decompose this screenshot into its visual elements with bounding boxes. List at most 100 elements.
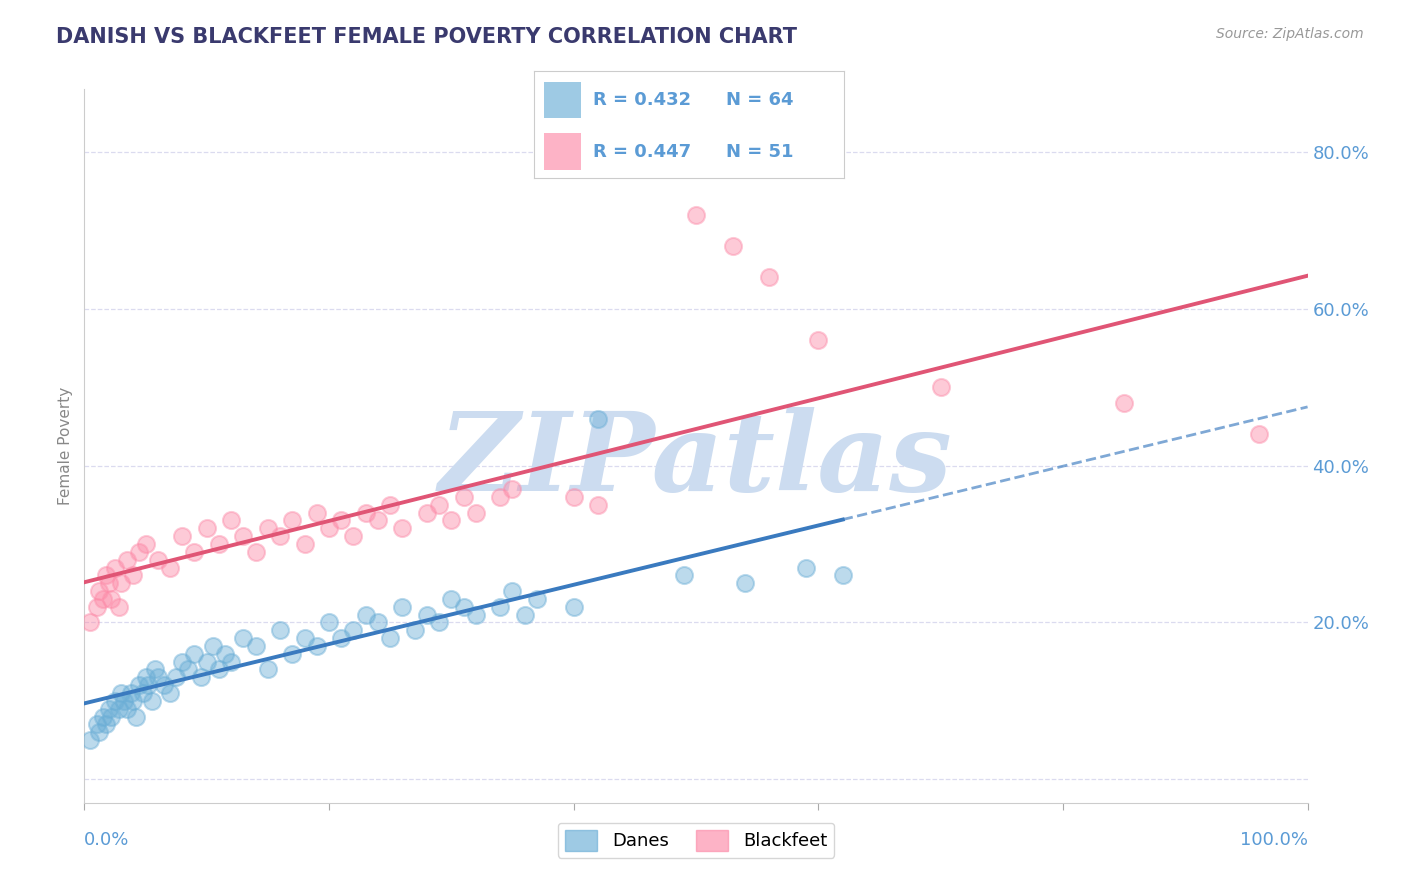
- Point: [100, 591, 122, 606]
- Point: [453, 599, 475, 614]
- Point: [502, 584, 524, 599]
- Point: [96, 717, 118, 731]
- Y-axis label: Female Poverty: Female Poverty: [58, 387, 73, 505]
- Point: [367, 514, 389, 528]
- Point: [758, 270, 780, 285]
- Text: DANISH VS BLACKFEET FEMALE POVERTY CORRELATION CHART: DANISH VS BLACKFEET FEMALE POVERTY CORRE…: [56, 27, 797, 46]
- Point: [107, 599, 129, 614]
- Point: [97, 702, 120, 716]
- Point: [177, 663, 200, 677]
- Point: [281, 647, 304, 661]
- Point: [100, 709, 122, 723]
- Point: [391, 599, 413, 614]
- Point: [330, 631, 353, 645]
- Point: [165, 670, 187, 684]
- Point: [183, 647, 205, 661]
- Point: [586, 411, 609, 425]
- Point: [122, 694, 145, 708]
- Point: [380, 498, 402, 512]
- Point: [91, 709, 114, 723]
- Point: [330, 514, 353, 528]
- Point: [734, 576, 756, 591]
- Point: [794, 560, 817, 574]
- Point: [562, 599, 585, 614]
- Point: [427, 615, 450, 630]
- Point: [79, 733, 101, 747]
- Point: [502, 482, 524, 496]
- Text: N = 64: N = 64: [725, 91, 793, 109]
- Point: [1114, 396, 1136, 410]
- Legend: Danes, Blackfeet: Danes, Blackfeet: [558, 822, 834, 858]
- Point: [112, 694, 135, 708]
- Point: [87, 725, 110, 739]
- Point: [464, 506, 486, 520]
- Point: [104, 560, 127, 574]
- Point: [269, 529, 291, 543]
- Point: [526, 591, 548, 606]
- Point: [1247, 427, 1270, 442]
- Point: [146, 670, 169, 684]
- Text: N = 51: N = 51: [725, 143, 793, 161]
- Point: [281, 514, 304, 528]
- Point: [208, 663, 231, 677]
- Point: [96, 568, 118, 582]
- Point: [513, 607, 536, 622]
- Point: [141, 694, 163, 708]
- Point: [232, 529, 254, 543]
- Point: [110, 686, 132, 700]
- Point: [201, 639, 224, 653]
- Point: [342, 529, 364, 543]
- Point: [245, 639, 267, 653]
- Point: [342, 624, 364, 638]
- Point: [97, 576, 120, 591]
- Point: [122, 568, 145, 582]
- Point: [115, 702, 138, 716]
- Text: 0.0%: 0.0%: [84, 831, 129, 849]
- Point: [135, 537, 157, 551]
- Point: [586, 498, 609, 512]
- Point: [489, 599, 512, 614]
- Point: [489, 490, 512, 504]
- Point: [245, 545, 267, 559]
- Point: [391, 521, 413, 535]
- Point: [305, 639, 328, 653]
- Point: [107, 702, 129, 716]
- Point: [128, 545, 150, 559]
- Point: [86, 717, 108, 731]
- Point: [120, 686, 142, 700]
- Point: [257, 521, 280, 535]
- Point: [87, 584, 110, 599]
- Point: [380, 631, 402, 645]
- Text: ZIPatlas: ZIPatlas: [439, 407, 953, 514]
- Point: [354, 506, 377, 520]
- Point: [929, 380, 952, 394]
- Point: [128, 678, 150, 692]
- Point: [219, 514, 242, 528]
- Point: [269, 624, 291, 638]
- Point: [257, 663, 280, 677]
- Point: [367, 615, 389, 630]
- Point: [416, 506, 439, 520]
- Text: R = 0.447: R = 0.447: [593, 143, 692, 161]
- Point: [190, 670, 212, 684]
- Point: [79, 615, 101, 630]
- Point: [91, 591, 114, 606]
- Point: [453, 490, 475, 504]
- Point: [115, 552, 138, 566]
- Point: [404, 624, 426, 638]
- Point: [183, 545, 205, 559]
- Text: 100.0%: 100.0%: [1240, 831, 1308, 849]
- Point: [110, 576, 132, 591]
- Point: [153, 678, 176, 692]
- Text: R = 0.432: R = 0.432: [593, 91, 692, 109]
- Bar: [544, 134, 581, 169]
- Point: [195, 655, 218, 669]
- Point: [831, 568, 853, 582]
- Point: [294, 537, 316, 551]
- Point: [232, 631, 254, 645]
- Point: [685, 208, 707, 222]
- Point: [427, 498, 450, 512]
- Point: [440, 514, 463, 528]
- Point: [214, 647, 236, 661]
- Point: [208, 537, 231, 551]
